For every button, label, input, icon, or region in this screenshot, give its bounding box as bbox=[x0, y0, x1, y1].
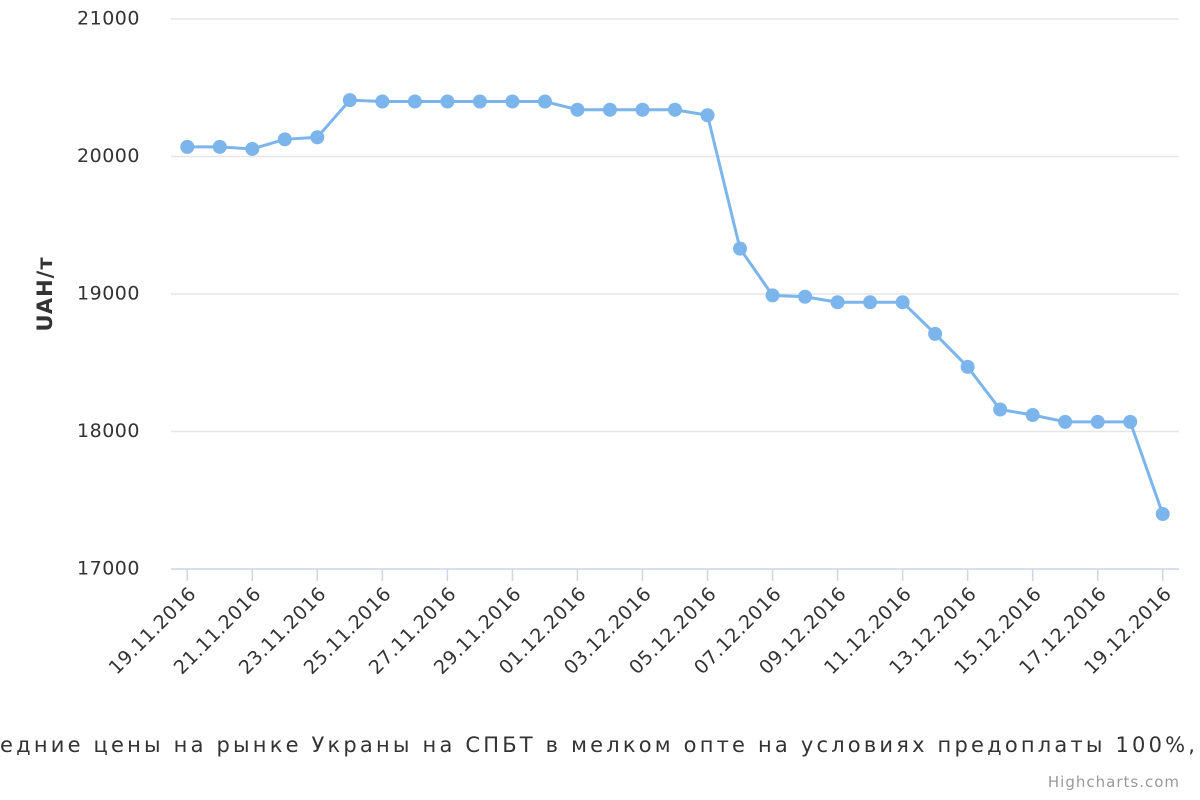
point bbox=[1025, 408, 1040, 422]
point bbox=[895, 295, 910, 310]
y-tick-label: 17000 bbox=[77, 558, 140, 580]
point bbox=[700, 108, 715, 123]
point bbox=[1058, 414, 1073, 429]
point bbox=[180, 139, 195, 154]
point bbox=[635, 102, 650, 117]
point bbox=[407, 94, 422, 109]
point bbox=[245, 141, 260, 156]
y-tick-label: 19000 bbox=[77, 283, 140, 305]
point bbox=[960, 359, 975, 374]
point bbox=[1090, 414, 1105, 429]
y-tick-label: 18000 bbox=[77, 420, 140, 442]
point bbox=[537, 94, 552, 109]
point bbox=[798, 289, 813, 304]
point bbox=[1155, 507, 1170, 521]
point bbox=[928, 326, 943, 341]
point bbox=[212, 139, 227, 154]
point bbox=[668, 102, 682, 117]
point bbox=[342, 93, 357, 108]
y-axis-title: UAH/т bbox=[33, 256, 57, 331]
point bbox=[863, 295, 878, 310]
point bbox=[765, 288, 780, 303]
point bbox=[440, 94, 455, 109]
point bbox=[733, 241, 748, 256]
point bbox=[830, 295, 845, 310]
series-line bbox=[187, 98, 1165, 515]
point bbox=[505, 94, 520, 109]
point bbox=[277, 132, 292, 147]
y-tick-label: 20000 bbox=[77, 145, 140, 167]
point bbox=[310, 130, 325, 145]
point bbox=[375, 94, 390, 109]
point bbox=[993, 402, 1008, 417]
point bbox=[602, 102, 617, 117]
point bbox=[570, 102, 585, 117]
point bbox=[1123, 414, 1138, 429]
credits: Highcharts.com bbox=[1048, 773, 1180, 791]
chart-title: едние цены на рынке Украны на СПБТ в мел… bbox=[0, 733, 1195, 757]
point bbox=[472, 94, 487, 109]
y-tick-label: 21000 bbox=[77, 8, 140, 30]
